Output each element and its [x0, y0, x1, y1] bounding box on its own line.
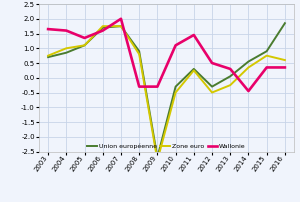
Wallonie — [229, 68, 232, 70]
Wallonie — [101, 29, 105, 32]
Union européenne — [229, 75, 232, 78]
Zone euro — [137, 53, 141, 55]
Zone euro — [46, 54, 50, 57]
Union européenne — [64, 52, 68, 54]
Union européenne — [174, 85, 177, 88]
Union européenne — [46, 56, 50, 58]
Wallonie — [174, 44, 177, 46]
Wallonie — [83, 37, 86, 39]
Wallonie — [64, 29, 68, 32]
Union européenne — [210, 85, 214, 88]
Wallonie — [156, 85, 159, 88]
Zone euro — [210, 91, 214, 94]
Union européenne — [156, 156, 159, 159]
Union européenne — [83, 44, 86, 46]
Union européenne — [247, 60, 250, 63]
Union européenne — [119, 25, 123, 27]
Zone euro — [192, 69, 196, 72]
Union européenne — [283, 22, 287, 24]
Line: Union européenne: Union européenne — [48, 23, 285, 157]
Zone euro — [64, 47, 68, 49]
Union européenne — [137, 50, 141, 53]
Wallonie — [265, 66, 268, 69]
Union européenne — [192, 68, 196, 70]
Line: Zone euro: Zone euro — [48, 26, 285, 160]
Legend: Union européenne, Zone euro, Wallonie: Union européenne, Zone euro, Wallonie — [85, 141, 248, 151]
Wallonie — [137, 85, 141, 88]
Wallonie — [46, 28, 50, 30]
Wallonie — [192, 34, 196, 36]
Wallonie — [210, 62, 214, 64]
Zone euro — [283, 59, 287, 61]
Union européenne — [265, 50, 268, 53]
Zone euro — [83, 44, 86, 46]
Zone euro — [247, 66, 250, 69]
Union européenne — [101, 26, 105, 29]
Zone euro — [101, 25, 105, 27]
Zone euro — [229, 84, 232, 86]
Wallonie — [283, 66, 287, 69]
Wallonie — [247, 90, 250, 92]
Wallonie — [119, 18, 123, 20]
Zone euro — [156, 159, 159, 162]
Zone euro — [119, 25, 123, 27]
Line: Wallonie: Wallonie — [48, 19, 285, 91]
Zone euro — [174, 91, 177, 94]
Zone euro — [265, 54, 268, 57]
